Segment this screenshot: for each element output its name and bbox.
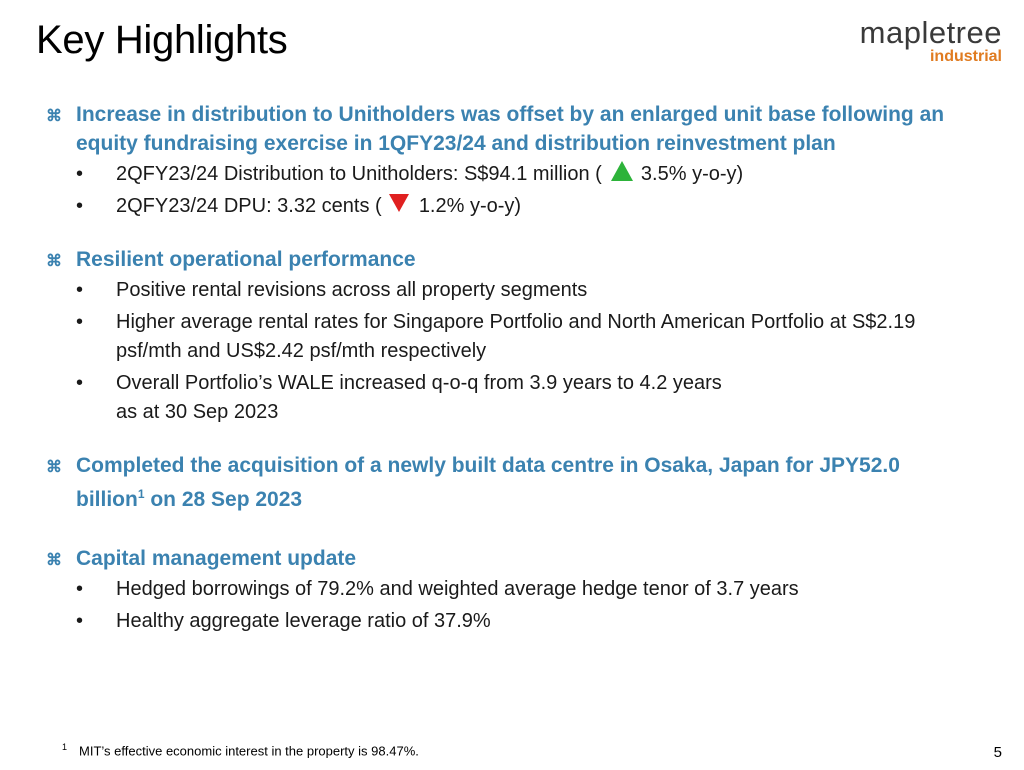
section-heading-text: Increase in distribution to Unitholders … (76, 103, 945, 155)
item-text-post: 1.2% y-o-y) (418, 195, 522, 217)
logo-sub-text: industrial (929, 48, 1002, 65)
page-title: Key Highlights (36, 18, 288, 62)
list-item: • Higher average rental rates for Singap… (40, 308, 980, 366)
bullet-dot-icon: • (76, 163, 84, 185)
item-text-pre: 2QFY23/24 Distribution to Unitholders: S… (116, 163, 602, 185)
section-heading: ⌘ Increase in distribution to Unitholder… (40, 100, 980, 158)
star-bullet-icon: ⌘ (46, 108, 62, 125)
section-heading: ⌘ Completed the acquisition of a newly b… (40, 451, 916, 514)
section-capital: ⌘ Capital management update • Hedged bor… (40, 544, 980, 636)
footnote: 1 MIT’s effective economic interest in th… (62, 742, 419, 758)
item-text-line2: as at 30 Sep 2023 (116, 401, 279, 423)
section-heading-text-end: on 28 Sep 2023 (144, 488, 303, 511)
star-bullet-icon: ⌘ (46, 552, 62, 569)
section-distribution: ⌘ Increase in distribution to Unitholder… (40, 100, 980, 221)
bullet-dot-icon: • (76, 610, 84, 632)
bullet-dot-icon: • (76, 578, 84, 600)
bullet-dot-icon: • (76, 279, 84, 301)
bullet-dot-icon: • (76, 372, 84, 394)
footnote-text: MIT’s effective economic interest in the… (79, 743, 419, 759)
bullet-list: • Hedged borrowings of 79.2% and weighte… (40, 575, 980, 636)
item-text: Positive rental revisions across all pro… (116, 279, 588, 301)
item-text: Healthy aggregate leverage ratio of 37.9… (116, 610, 491, 632)
star-bullet-icon: ⌘ (46, 253, 62, 270)
highlights-content: ⌘ Increase in distribution to Unitholder… (40, 100, 980, 660)
item-text-pre: 2QFY23/24 DPU: 3.32 cents ( (116, 195, 382, 217)
bullet-list: • 2QFY23/24 Distribution to Unitholders:… (40, 160, 980, 221)
bullet-list: • Positive rental revisions across all p… (40, 276, 980, 427)
section-acquisition: ⌘ Completed the acquisition of a newly b… (40, 451, 980, 514)
logo: mapletree industrial (859, 15, 1002, 66)
down-triangle-icon (389, 194, 410, 212)
bullet-dot-icon: • (76, 195, 84, 217)
footnote-marker: 1 (137, 487, 145, 501)
list-item: • Healthy aggregate leverage ratio of 37… (40, 607, 980, 636)
item-text-post: 3.5% y-o-y) (640, 163, 744, 185)
section-heading-text: Capital management update (76, 547, 357, 570)
list-item: • 2QFY23/24 DPU: 3.32 cents ( 1.2% y-o-y… (40, 192, 980, 221)
list-item: • Positive rental revisions across all p… (40, 276, 980, 305)
item-text-line1: Overall Portfolio’s WALE increased q-o-q… (116, 372, 722, 394)
section-heading: ⌘ Capital management update (40, 544, 980, 573)
list-item: • 2QFY23/24 Distribution to Unitholders:… (40, 160, 980, 189)
section-heading-text: Resilient operational performance (76, 248, 416, 271)
item-text: Higher average rental rates for Singapor… (116, 311, 916, 362)
star-bullet-icon: ⌘ (46, 459, 62, 476)
bullet-dot-icon: • (76, 311, 84, 333)
list-item: • Overall Portfolio’s WALE increased q-o… (40, 369, 980, 427)
up-triangle-icon (611, 161, 634, 181)
section-heading: ⌘ Resilient operational performance (40, 245, 980, 274)
item-text: Hedged borrowings of 79.2% and weighted … (116, 578, 799, 600)
page-number: 5 (993, 744, 1002, 761)
section-heading-text: Completed the acquisition of a newly bui… (76, 454, 900, 511)
section-operational: ⌘ Resilient operational performance • Po… (40, 245, 980, 427)
list-item: • Hedged borrowings of 79.2% and weighte… (40, 575, 980, 604)
logo-main-text: mapletree (859, 15, 1002, 50)
footnote-marker: 1 (62, 742, 68, 752)
